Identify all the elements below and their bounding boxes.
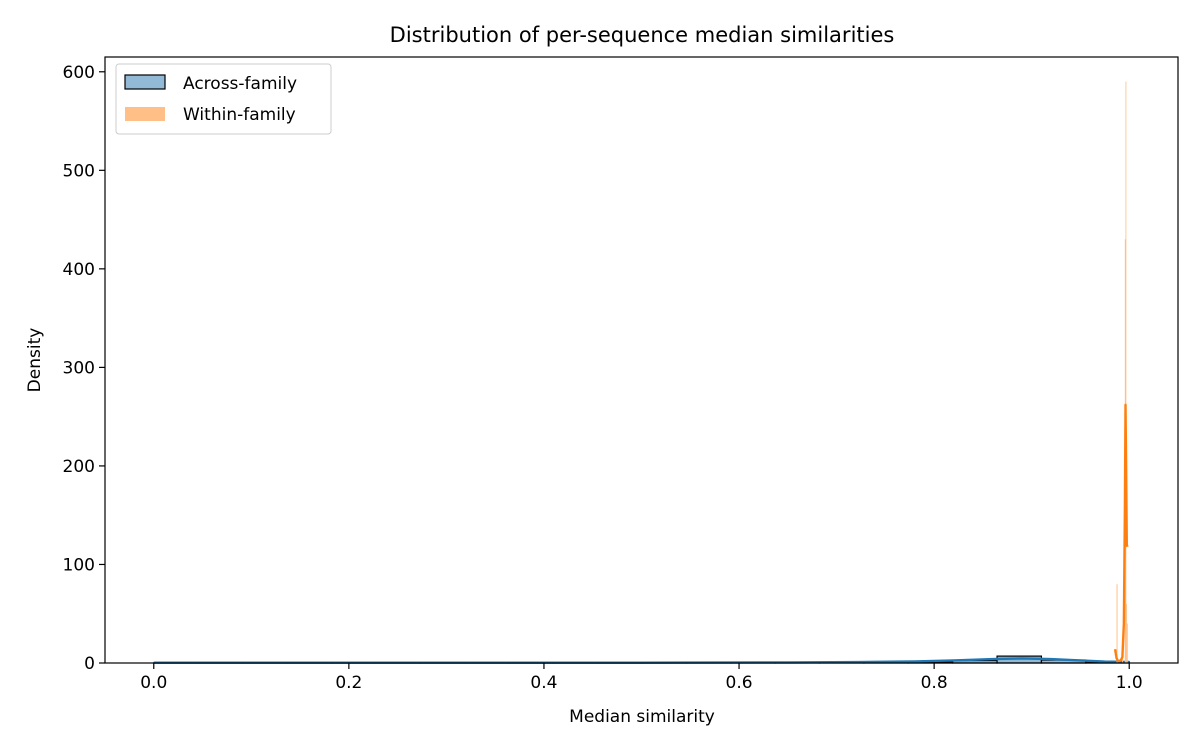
y-axis: 0 100 200 300 400 500 600 (63, 63, 105, 674)
hist-bar-within-family-0 (1116, 584, 1118, 663)
legend-swatch-within-family (125, 107, 165, 121)
x-tick-label: 1.0 (1116, 673, 1143, 693)
y-tick-label: 0 (84, 654, 95, 674)
y-tick-label: 200 (63, 457, 95, 477)
y-axis-title: Density (25, 328, 45, 393)
hist-bar-within-family-5 (1126, 623, 1128, 663)
x-tick-label: 0.4 (530, 673, 557, 693)
x-axis: 0.0 0.2 0.4 0.6 0.8 1.0 (140, 663, 1143, 693)
x-tick-label: 0.6 (726, 673, 753, 693)
y-tick-label: 400 (63, 260, 95, 280)
legend-label-within-family: Within-family (183, 105, 296, 125)
x-tick-label: 0.0 (140, 673, 167, 693)
kde-line-within-family (1113, 403, 1129, 663)
chart-title: Distribution of per-sequence median simi… (390, 23, 895, 47)
legend-label-across-family: Across-family (183, 74, 297, 94)
legend-frame (115, 63, 332, 135)
y-tick-label: 600 (63, 63, 95, 83)
y-tick-label: 500 (63, 161, 95, 181)
plot-frame (104, 56, 1179, 664)
series-within-family (1113, 81, 1129, 664)
y-tick-label: 300 (63, 358, 95, 378)
legend-swatch-across-family (124, 74, 166, 90)
hist-bar-within-family-4 (1126, 603, 1127, 663)
y-tick-label: 100 (63, 555, 95, 575)
x-tick-label: 0.8 (921, 673, 948, 693)
x-tick-label: 0.2 (335, 673, 362, 693)
x-axis-title: Median similarity (569, 707, 715, 727)
hist-bar-within-family-3 (1125, 81, 1127, 663)
legend: Across-family Within-family (115, 63, 332, 135)
